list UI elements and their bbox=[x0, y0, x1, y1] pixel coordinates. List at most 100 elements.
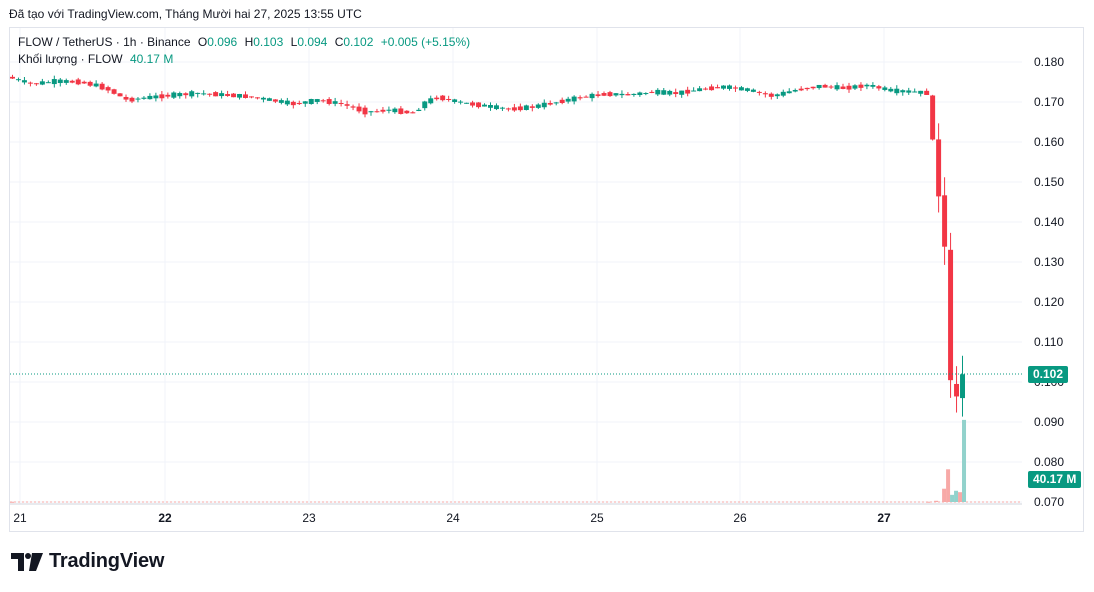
candle-body bbox=[613, 93, 619, 96]
volume-bar bbox=[958, 492, 963, 502]
candle-body bbox=[517, 106, 523, 111]
candle-body bbox=[338, 103, 344, 105]
candle-body bbox=[559, 99, 565, 104]
candle-body bbox=[440, 95, 446, 101]
candle-body bbox=[846, 85, 852, 90]
candle-body bbox=[290, 101, 296, 106]
volume-label[interactable]: Khối lượng · FLOW bbox=[18, 52, 123, 66]
candle-body bbox=[571, 96, 577, 102]
candle-body bbox=[738, 87, 744, 91]
candle-body bbox=[476, 102, 482, 108]
y-tick-label: 0.160 bbox=[1034, 135, 1064, 149]
candle-body bbox=[631, 93, 637, 95]
candle-body bbox=[930, 95, 936, 140]
candle-body bbox=[135, 98, 141, 100]
candle-body bbox=[685, 89, 691, 94]
candle-body bbox=[655, 89, 661, 95]
candle-body bbox=[69, 80, 75, 83]
candle-body bbox=[159, 94, 165, 99]
candle-body bbox=[780, 91, 786, 96]
candle-body bbox=[75, 79, 81, 85]
candle-body bbox=[302, 101, 308, 104]
candle-body bbox=[697, 88, 703, 92]
candle-body bbox=[667, 90, 673, 95]
candle-body bbox=[511, 107, 517, 111]
volume-badge: 40.17 M bbox=[1028, 471, 1082, 488]
candle-body bbox=[786, 91, 792, 94]
volume-value: 40.17 M bbox=[129, 52, 174, 66]
chart-frame[interactable] bbox=[9, 27, 1084, 532]
candle-body bbox=[960, 374, 965, 399]
candle-body bbox=[45, 82, 51, 84]
x-tick-label: 21 bbox=[13, 511, 27, 525]
y-tick-label: 0.140 bbox=[1034, 215, 1064, 229]
candle-body bbox=[243, 94, 248, 98]
candle-body bbox=[249, 96, 254, 98]
candle-body bbox=[732, 87, 738, 89]
candle-body bbox=[762, 93, 768, 95]
candle-body bbox=[123, 96, 129, 100]
candle-body bbox=[314, 99, 320, 102]
candle-body bbox=[756, 91, 762, 93]
candle-body bbox=[774, 94, 780, 97]
x-tick-label: 24 bbox=[446, 511, 460, 525]
candle-body bbox=[876, 86, 882, 89]
candle-body bbox=[111, 89, 117, 94]
candle-body bbox=[523, 105, 529, 110]
candle-body bbox=[864, 84, 870, 87]
candle-body bbox=[296, 102, 302, 105]
candle-body bbox=[912, 91, 918, 93]
tradingview-logo[interactable]: TradingView bbox=[11, 550, 164, 573]
high-label: H bbox=[244, 35, 254, 49]
candle-body bbox=[822, 84, 828, 88]
volume-bar bbox=[954, 490, 959, 502]
open-label: O bbox=[197, 35, 208, 49]
candle-body bbox=[595, 94, 601, 97]
candle-body bbox=[153, 95, 159, 99]
candle-body bbox=[470, 102, 476, 106]
candle-body bbox=[99, 83, 105, 90]
candle-body bbox=[33, 83, 39, 85]
candle-body bbox=[721, 85, 726, 89]
last-price-badge: 0.102 bbox=[1028, 366, 1069, 383]
candle-body bbox=[583, 96, 589, 98]
candle-body bbox=[810, 86, 816, 89]
volume-bar bbox=[950, 494, 955, 502]
candle-body bbox=[254, 97, 260, 99]
candle-body bbox=[320, 100, 326, 102]
tradingview-logo-text: TradingView bbox=[49, 550, 165, 572]
volume-bar bbox=[942, 488, 947, 502]
candle-body bbox=[535, 104, 541, 108]
candle-body bbox=[464, 102, 470, 104]
candle-body bbox=[727, 85, 732, 89]
symbol-label[interactable]: FLOW / TetherUS · 1h · Binance bbox=[18, 35, 191, 49]
candle-body bbox=[649, 91, 655, 93]
candle-body bbox=[410, 112, 416, 114]
candle-body bbox=[870, 85, 876, 87]
candle-body bbox=[541, 102, 547, 108]
candle-body bbox=[924, 90, 930, 95]
candle-body bbox=[894, 88, 900, 94]
candle-body bbox=[225, 94, 231, 96]
candle-body bbox=[816, 84, 822, 89]
volume-bar bbox=[934, 500, 939, 502]
candle-body bbox=[93, 83, 99, 87]
y-tick-label: 0.150 bbox=[1034, 175, 1064, 189]
candle-body bbox=[505, 108, 511, 110]
candle-body bbox=[21, 80, 27, 83]
candle-body bbox=[499, 107, 505, 109]
candle-body bbox=[416, 109, 422, 111]
candle-body bbox=[553, 102, 559, 104]
candle-body bbox=[488, 105, 493, 108]
y-tick-label: 0.120 bbox=[1034, 295, 1064, 309]
y-tick-label: 0.080 bbox=[1034, 455, 1064, 469]
candle-body bbox=[332, 101, 338, 104]
candle-body bbox=[906, 90, 912, 93]
y-tick-label: 0.070 bbox=[1034, 495, 1064, 509]
y-tick-label: 0.110 bbox=[1034, 335, 1063, 349]
tradingview-logo-icon bbox=[11, 552, 43, 571]
candle-body bbox=[392, 108, 398, 113]
candle-body bbox=[213, 92, 219, 97]
candle-body bbox=[207, 93, 213, 95]
